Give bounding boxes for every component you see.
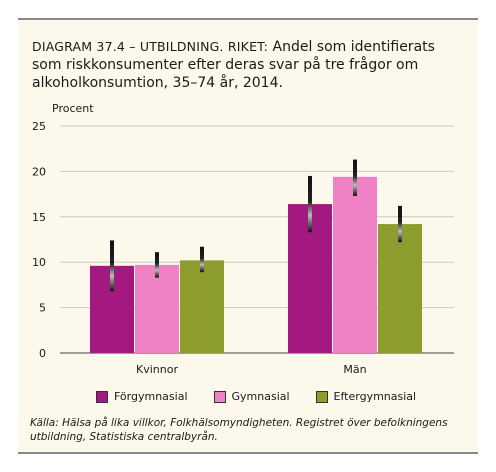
chart-title: DIAGRAM 37.4 – UTBILDNING. RIKET: Andel … [32,38,452,92]
bar-kvinnor-1 [135,264,179,353]
y-tick-20: 20 [32,165,46,178]
error-bar-män-0 [308,175,312,233]
error-bar-kvinnor-2 [200,246,204,273]
category-label-kvinnor: Kvinnor [136,363,178,376]
y-axis-label: Procent [52,102,94,115]
y-tick-5: 5 [39,302,46,315]
legend-swatch-0 [96,390,108,403]
bar-kvinnor-2 [180,260,224,353]
figure-panel: DIAGRAM 37.4 – UTBILDNING. RIKET: Andel … [18,18,478,454]
legend-label-2: Eftergymnasial [333,390,417,403]
category-labels: Kvinnor Män [136,363,367,376]
error-bar-män-2 [398,205,402,243]
chart-title-lead: DIAGRAM 37.4 – UTBILDNING. RIKET: [32,39,269,54]
category-label-män: Män [343,363,366,376]
bar-chart: 0 5 10 15 20 25 Kvinnor Män Procent [32,102,454,376]
y-tick-labels: 0 5 10 15 20 25 [32,120,46,360]
chart-title-text: Andel som identifierats som riskkonsumen… [32,39,435,91]
legend-item-1: Gymnasial [213,390,290,403]
error-bar-män-1 [353,159,357,196]
bar-män-2 [378,224,422,353]
y-tick-15: 15 [32,211,46,224]
legend-swatch-2 [315,390,328,403]
bar-män-1 [333,176,377,353]
legend-label-1: Gymnasial [231,390,290,403]
legend-swatch-1 [213,390,226,403]
y-tick-0: 0 [39,347,46,360]
legend-item-0: Förgymnasial [96,390,188,403]
source-note: Källa: Hälsa på lika villkor, Folkhälsom… [30,417,448,443]
y-tick-10: 10 [32,256,46,269]
error-bars [110,159,402,292]
error-bar-kvinnor-0 [110,240,114,292]
legend-item-2: Eftergymnasial [315,390,417,403]
y-tick-25: 25 [32,120,46,133]
legend: Förgymnasial Gymnasial Eftergymnasial [96,390,416,403]
legend-label-0: Förgymnasial [114,390,188,403]
error-bar-kvinnor-1 [155,252,159,278]
bars [90,176,422,353]
